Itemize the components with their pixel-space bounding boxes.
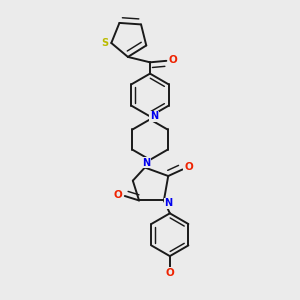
Text: S: S (101, 38, 108, 48)
Text: N: N (150, 111, 158, 122)
Text: O: O (169, 55, 177, 65)
Text: O: O (166, 268, 174, 278)
Text: N: N (164, 198, 172, 208)
Text: O: O (184, 162, 193, 172)
Text: N: N (142, 158, 150, 168)
Text: O: O (114, 190, 123, 200)
